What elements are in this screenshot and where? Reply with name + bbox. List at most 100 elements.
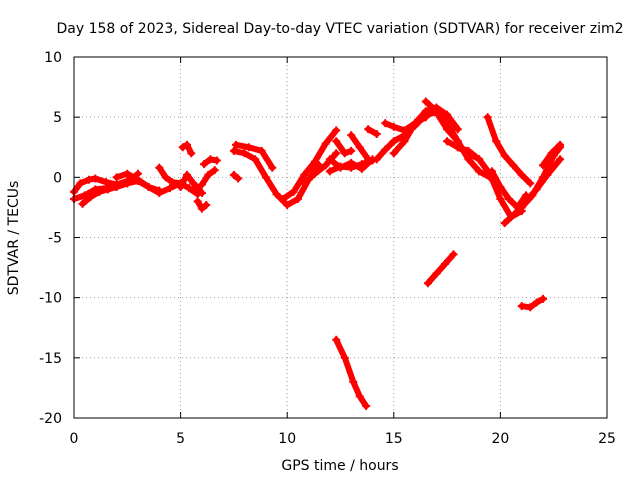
data-point	[526, 303, 535, 312]
data-point	[492, 137, 501, 146]
data-point	[440, 259, 449, 268]
y-tick-label: 5	[53, 110, 62, 126]
data-point	[232, 140, 241, 149]
data-point	[453, 125, 462, 134]
data-point	[261, 173, 270, 182]
series-arc-f	[177, 171, 205, 196]
data-point	[464, 146, 473, 155]
y-axis-label: SDTVAR / TECUs	[6, 181, 22, 296]
data-point	[332, 149, 341, 158]
grid-lines	[74, 57, 607, 418]
data-point	[475, 155, 484, 164]
data-point	[176, 182, 185, 191]
data-point	[423, 279, 432, 288]
data-point	[197, 180, 206, 189]
data-point	[355, 143, 364, 152]
data-point	[133, 175, 142, 184]
x-axis-label: GPS time / hours	[281, 458, 398, 474]
data-point	[204, 170, 213, 179]
data-point	[257, 146, 266, 155]
data-point	[389, 137, 398, 146]
data-point	[78, 199, 87, 208]
series-arc-aa	[484, 114, 534, 187]
data-point	[355, 392, 364, 401]
data-point	[347, 146, 356, 155]
data-point	[389, 149, 398, 158]
data-point	[87, 192, 96, 201]
data-point	[112, 173, 121, 182]
x-tick-label: 25	[598, 431, 616, 447]
data-point	[206, 155, 215, 164]
data-point	[321, 139, 330, 148]
x-tick-label: 15	[385, 431, 403, 447]
data-point	[364, 125, 373, 134]
plot-frame	[73, 56, 608, 419]
data-point	[197, 188, 206, 197]
data-point	[289, 187, 298, 196]
x-tick-label: 0	[70, 431, 79, 447]
data-point	[229, 170, 238, 179]
data-point	[526, 179, 535, 188]
data-point	[336, 162, 345, 171]
data-point	[357, 160, 366, 169]
data-point	[155, 163, 164, 172]
data-point	[496, 182, 505, 191]
data-point	[443, 137, 452, 146]
y-tick-label: -5	[48, 231, 62, 247]
data-point	[178, 143, 187, 152]
data-point	[381, 145, 390, 154]
data-point	[432, 107, 441, 116]
data-point	[487, 167, 496, 176]
data-point	[517, 170, 526, 179]
data-point	[144, 182, 153, 191]
series-arc-ah	[518, 295, 546, 311]
data-point	[443, 110, 452, 119]
data-point	[123, 179, 132, 188]
data-point	[504, 194, 513, 203]
data-point	[340, 353, 349, 362]
data-point	[432, 269, 441, 278]
data-point	[104, 185, 113, 194]
data-point	[112, 182, 121, 191]
data-point	[155, 186, 164, 195]
data-point	[364, 155, 373, 164]
data-point	[84, 175, 93, 184]
data-point	[310, 169, 319, 178]
data-point	[187, 149, 196, 158]
y-tick-label: -20	[39, 411, 62, 427]
x-tick-label: 10	[278, 431, 296, 447]
chart-title: Day 158 of 2023, Sidereal Day-to-day VTE…	[57, 21, 624, 37]
data-point	[200, 160, 209, 169]
data-point	[197, 204, 206, 213]
y-tick-label: -15	[39, 351, 62, 367]
x-tick-label: 5	[176, 431, 185, 447]
data-point	[193, 197, 202, 206]
data-point	[95, 187, 104, 196]
data-point	[240, 149, 249, 158]
data-point	[400, 137, 409, 146]
y-tick-label: 0	[53, 170, 62, 186]
data-point	[229, 146, 238, 155]
data-point	[91, 174, 100, 183]
data-point	[272, 190, 281, 199]
data-point	[182, 170, 191, 179]
data-layer	[70, 97, 565, 410]
data-point	[509, 161, 518, 170]
data-point	[511, 209, 520, 218]
data-point	[528, 191, 537, 200]
data-point	[362, 401, 371, 410]
data-point	[185, 184, 194, 193]
data-point	[101, 178, 110, 187]
data-point	[453, 143, 462, 152]
data-point	[278, 194, 287, 203]
data-point	[80, 191, 89, 200]
data-point	[347, 131, 356, 140]
data-point	[325, 155, 334, 164]
series-arc-n	[279, 127, 340, 202]
data-point	[321, 161, 330, 170]
data-point	[421, 97, 430, 106]
data-point	[539, 161, 548, 170]
data-point	[251, 155, 260, 164]
data-point	[332, 335, 341, 344]
